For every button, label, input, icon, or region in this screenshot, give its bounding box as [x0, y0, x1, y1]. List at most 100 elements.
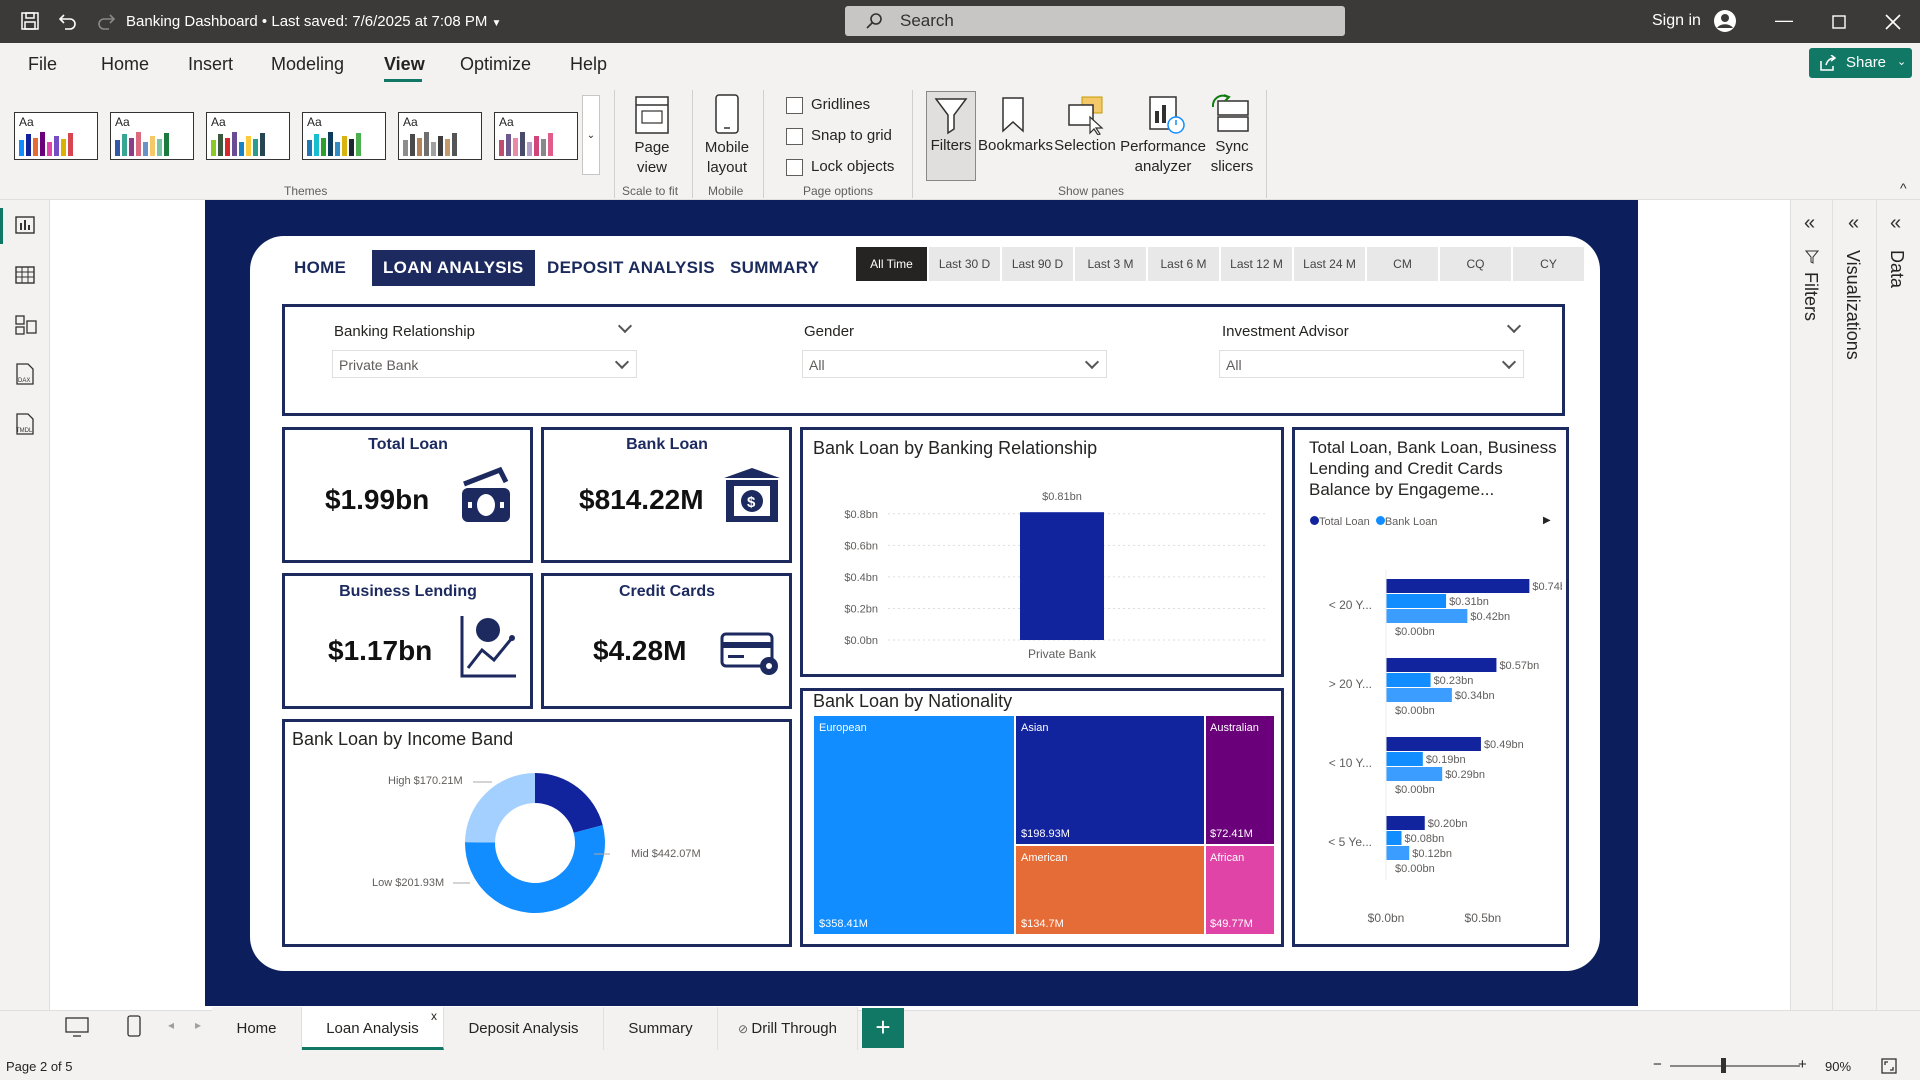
gridlines-checkbox[interactable]: Gridlines	[786, 96, 870, 114]
time-all-time[interactable]: All Time	[856, 247, 927, 281]
filter-banking-relationship-dropdown[interactable]: Private Bank	[332, 350, 637, 378]
treemap-european[interactable]: European $358.41M	[814, 716, 1014, 934]
bar-business-lending[interactable]	[1386, 609, 1468, 623]
zoom-out-button[interactable]: −	[1653, 1056, 1662, 1073]
bar-bank-loan[interactable]	[1386, 673, 1431, 687]
expand-visualizations-icon[interactable]: «	[1848, 212, 1860, 234]
theme-swatch-2[interactable]: Aa	[110, 112, 194, 160]
nav-home[interactable]: HOME	[294, 258, 347, 277]
bar-total-loan[interactable]	[1386, 737, 1481, 751]
expand-data-icon[interactable]: «	[1890, 212, 1902, 234]
zoom-slider[interactable]	[1670, 1065, 1800, 1067]
zoom-slider-thumb[interactable]	[1721, 1058, 1726, 1073]
menu-insert[interactable]: Insert	[188, 54, 234, 74]
chevron-down-icon[interactable]: ▼	[491, 18, 502, 29]
menu-view[interactable]: View	[384, 54, 425, 74]
maximize-button[interactable]	[1832, 15, 1846, 29]
nav-deposit-analysis[interactable]: DEPOSIT ANALYSIS	[547, 258, 715, 277]
nav-loan-analysis[interactable]: LOAN ANALYSIS	[372, 250, 535, 286]
mobile-layout-button[interactable]: Mobile layout	[704, 139, 750, 176]
report-view-icon[interactable]	[14, 214, 36, 236]
treemap-american[interactable]: American $134.7M	[1016, 846, 1204, 934]
menu-help[interactable]: Help	[570, 54, 608, 74]
time-last-30d[interactable]: Last 30 D	[929, 247, 1000, 281]
sign-in-button[interactable]: Sign in	[1652, 12, 1701, 29]
bar-bank-loan[interactable]	[1386, 594, 1447, 608]
lock-objects-checkbox[interactable]: Lock objects	[786, 158, 894, 176]
bar-business-lending[interactable]	[1386, 767, 1443, 781]
page-tab-deposit-analysis[interactable]: Deposit Analysis	[444, 1007, 604, 1050]
prev-page-icon[interactable]: ◂	[168, 1018, 175, 1032]
bar-total-loan[interactable]	[1386, 816, 1425, 830]
snap-to-grid-checkbox[interactable]: Snap to grid	[786, 127, 892, 145]
menu-optimize[interactable]: Optimize	[460, 54, 532, 74]
time-cq[interactable]: CQ	[1440, 247, 1511, 281]
bookmarks-button[interactable]: Bookmarks	[978, 137, 1054, 154]
search-input[interactable]: Search	[845, 6, 1345, 36]
legend-next-icon[interactable]: ▶	[1543, 515, 1551, 526]
bar-bank-loan[interactable]	[1386, 831, 1402, 845]
page-view-button[interactable]: Page view	[634, 139, 670, 176]
fit-to-page-icon[interactable]	[1880, 1057, 1898, 1075]
filter-gender-dropdown[interactable]: All	[802, 350, 1107, 378]
performance-analyzer-button[interactable]: Performance analyzer	[1120, 138, 1206, 175]
model-view-icon[interactable]	[14, 313, 38, 337]
page-tab-summary[interactable]: Summary	[604, 1007, 718, 1050]
share-button[interactable]: Share ⌄	[1809, 48, 1912, 78]
theme-swatch-6[interactable]: Aa	[494, 112, 578, 160]
treemap-african[interactable]: African $49.77M	[1206, 846, 1274, 934]
selection-button[interactable]: Selection	[1054, 137, 1116, 154]
menu-file[interactable]: File	[28, 54, 58, 74]
time-last-90d[interactable]: Last 90 D	[1002, 247, 1073, 281]
minimize-button[interactable]: —	[1775, 10, 1793, 30]
nav-summary[interactable]: SUMMARY	[730, 258, 820, 277]
zoom-in-button[interactable]: +	[1798, 1056, 1807, 1073]
themes-more-button[interactable]: ⌄	[582, 95, 600, 175]
close-button[interactable]	[1885, 14, 1901, 30]
table-view-icon[interactable]	[14, 264, 36, 286]
visualizations-pane[interactable]	[1832, 200, 1876, 1010]
bar-total-loan[interactable]	[1386, 658, 1497, 672]
menu-home[interactable]: Home	[101, 54, 150, 74]
add-page-button[interactable]: +	[862, 1008, 904, 1048]
legend-item[interactable]: Total Loan	[1319, 516, 1370, 528]
bar-business-lending[interactable]	[1386, 688, 1452, 702]
time-last-12m[interactable]: Last 12 M	[1221, 247, 1292, 281]
treemap-australian[interactable]: Australian $72.41M	[1206, 716, 1274, 844]
time-last-3m[interactable]: Last 3 M	[1075, 247, 1146, 281]
bar-business-lending[interactable]	[1386, 846, 1410, 860]
theme-swatch-3[interactable]: Aa	[206, 112, 290, 160]
donut-slice-low[interactable]	[465, 773, 535, 843]
page-tab-loan-analysis[interactable]: Loan Analysis	[302, 1007, 444, 1050]
theme-swatch-1[interactable]: Aa	[14, 112, 98, 160]
account-icon[interactable]	[1713, 9, 1737, 33]
close-tab-icon[interactable]: x	[431, 1009, 437, 1023]
donut-slice-high[interactable]	[535, 773, 603, 833]
expand-filters-icon[interactable]: «	[1804, 212, 1816, 234]
sync-slicers-button[interactable]: Sync slicers	[1210, 138, 1254, 175]
filters-pane[interactable]	[1790, 200, 1832, 1010]
bar[interactable]	[1020, 512, 1104, 640]
dax-query-view-icon[interactable]: DAX	[12, 362, 38, 388]
undo-icon[interactable]	[58, 11, 78, 31]
treemap-asian[interactable]: Asian $198.93M	[1016, 716, 1204, 844]
time-last-24m[interactable]: Last 24 M	[1294, 247, 1365, 281]
theme-swatch-5[interactable]: Aa	[398, 112, 482, 160]
data-pane[interactable]	[1876, 200, 1920, 1010]
desktop-layout-icon[interactable]	[64, 1016, 90, 1038]
bar-total-loan[interactable]	[1386, 579, 1530, 593]
save-icon[interactable]	[20, 11, 40, 31]
time-cy[interactable]: CY	[1513, 247, 1584, 281]
theme-swatch-4[interactable]: Aa	[302, 112, 386, 160]
mobile-layout-icon[interactable]	[126, 1014, 142, 1038]
time-cm[interactable]: CM	[1367, 247, 1438, 281]
legend-item[interactable]: Bank Loan	[1384, 516, 1438, 528]
page-tab-home[interactable]: Home	[212, 1007, 302, 1050]
filter-investment-advisor-dropdown[interactable]: All	[1219, 350, 1524, 378]
time-last-6m[interactable]: Last 6 M	[1148, 247, 1219, 281]
next-page-icon[interactable]: ▸	[195, 1018, 202, 1032]
redo-icon[interactable]	[96, 11, 116, 31]
page-tab-drill-through[interactable]: ⊘ Drill Through	[718, 1007, 858, 1050]
collapse-ribbon-icon[interactable]: ^	[1900, 180, 1907, 196]
window-title[interactable]: Banking Dashboard • Last saved: 7/6/2025…	[126, 13, 502, 30]
